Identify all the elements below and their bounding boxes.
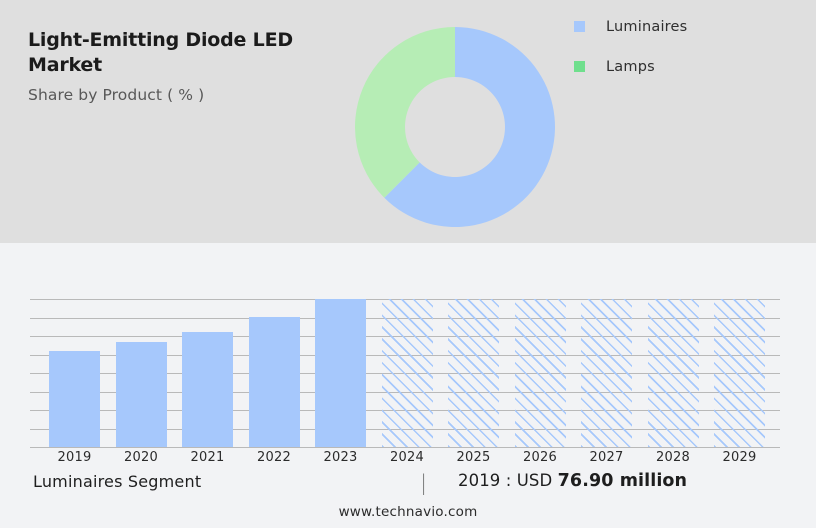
bar-chart <box>30 299 780 448</box>
legend-swatch-lamps <box>574 61 585 72</box>
bar-2027[interactable] <box>581 299 632 447</box>
donut-chart <box>355 27 555 227</box>
bar-2025[interactable] <box>448 299 499 447</box>
legend-item-luminaires[interactable]: Luminaires <box>574 16 687 37</box>
x-axis-label-2023: 2023 <box>323 450 358 465</box>
footer-value-prefix: 2019 : USD <box>458 471 553 490</box>
x-axis-label-2019: 2019 <box>57 450 92 465</box>
x-axis-label-2024: 2024 <box>390 450 424 465</box>
bar-2028[interactable] <box>647 299 699 447</box>
gridline <box>30 447 780 448</box>
bar-2026[interactable] <box>514 299 566 447</box>
x-axis-label-2022: 2022 <box>257 450 291 465</box>
donut-slice-luminaires <box>384 27 555 227</box>
footer-segment-label: Luminaires Segment <box>33 472 202 491</box>
bar-2020[interactable] <box>115 342 167 447</box>
x-axis-label-2028: 2028 <box>656 450 690 465</box>
title-block: Light-Emitting Diode LED Market Share by… <box>28 28 328 104</box>
bar-2024[interactable] <box>381 299 433 447</box>
footer-divider: | <box>420 471 428 495</box>
x-axis-label-2029: 2029 <box>722 450 757 465</box>
x-axis-label-2027: 2027 <box>589 450 624 465</box>
bar-2019[interactable] <box>49 351 100 447</box>
x-axis-label-2026: 2026 <box>523 450 557 465</box>
legend-label-lamps: Lamps <box>606 58 655 75</box>
legend-swatch-luminaires <box>574 21 585 32</box>
bar-2021[interactable] <box>182 332 233 447</box>
bar-2022[interactable] <box>248 317 300 447</box>
x-axis-label-2025: 2025 <box>456 450 491 465</box>
footer-value: 2019 : USD 76.90 million <box>458 471 687 491</box>
legend: Luminaires Lamps <box>574 16 687 96</box>
donut-slice-lamps <box>355 27 455 198</box>
footer-value-amount: 76.90 million <box>557 471 688 491</box>
x-axis-label-2020: 2020 <box>124 450 158 465</box>
page-title: Light-Emitting Diode LED Market <box>28 29 293 77</box>
footer: Luminaires Segment | 2019 : USD 76.90 mi… <box>0 471 816 528</box>
bar-series-luminaires <box>30 299 780 447</box>
x-axis-labels: 2019 2020 2021 2022 2023 2024 2025 2026 2027 2028… <box>30 450 780 472</box>
header-panel: Light-Emitting Diode LED Market Share by… <box>0 0 816 243</box>
legend-item-lamps[interactable]: Lamps <box>574 56 687 77</box>
bar-2029[interactable] <box>714 299 765 447</box>
footer-url: www.technavio.com <box>338 504 478 520</box>
bar-2023[interactable] <box>315 299 366 447</box>
page-subtitle: Share by Product ( % ) <box>28 86 205 105</box>
legend-label-luminaires: Luminaires <box>606 18 688 35</box>
x-axis-label-2021: 2021 <box>190 450 225 465</box>
